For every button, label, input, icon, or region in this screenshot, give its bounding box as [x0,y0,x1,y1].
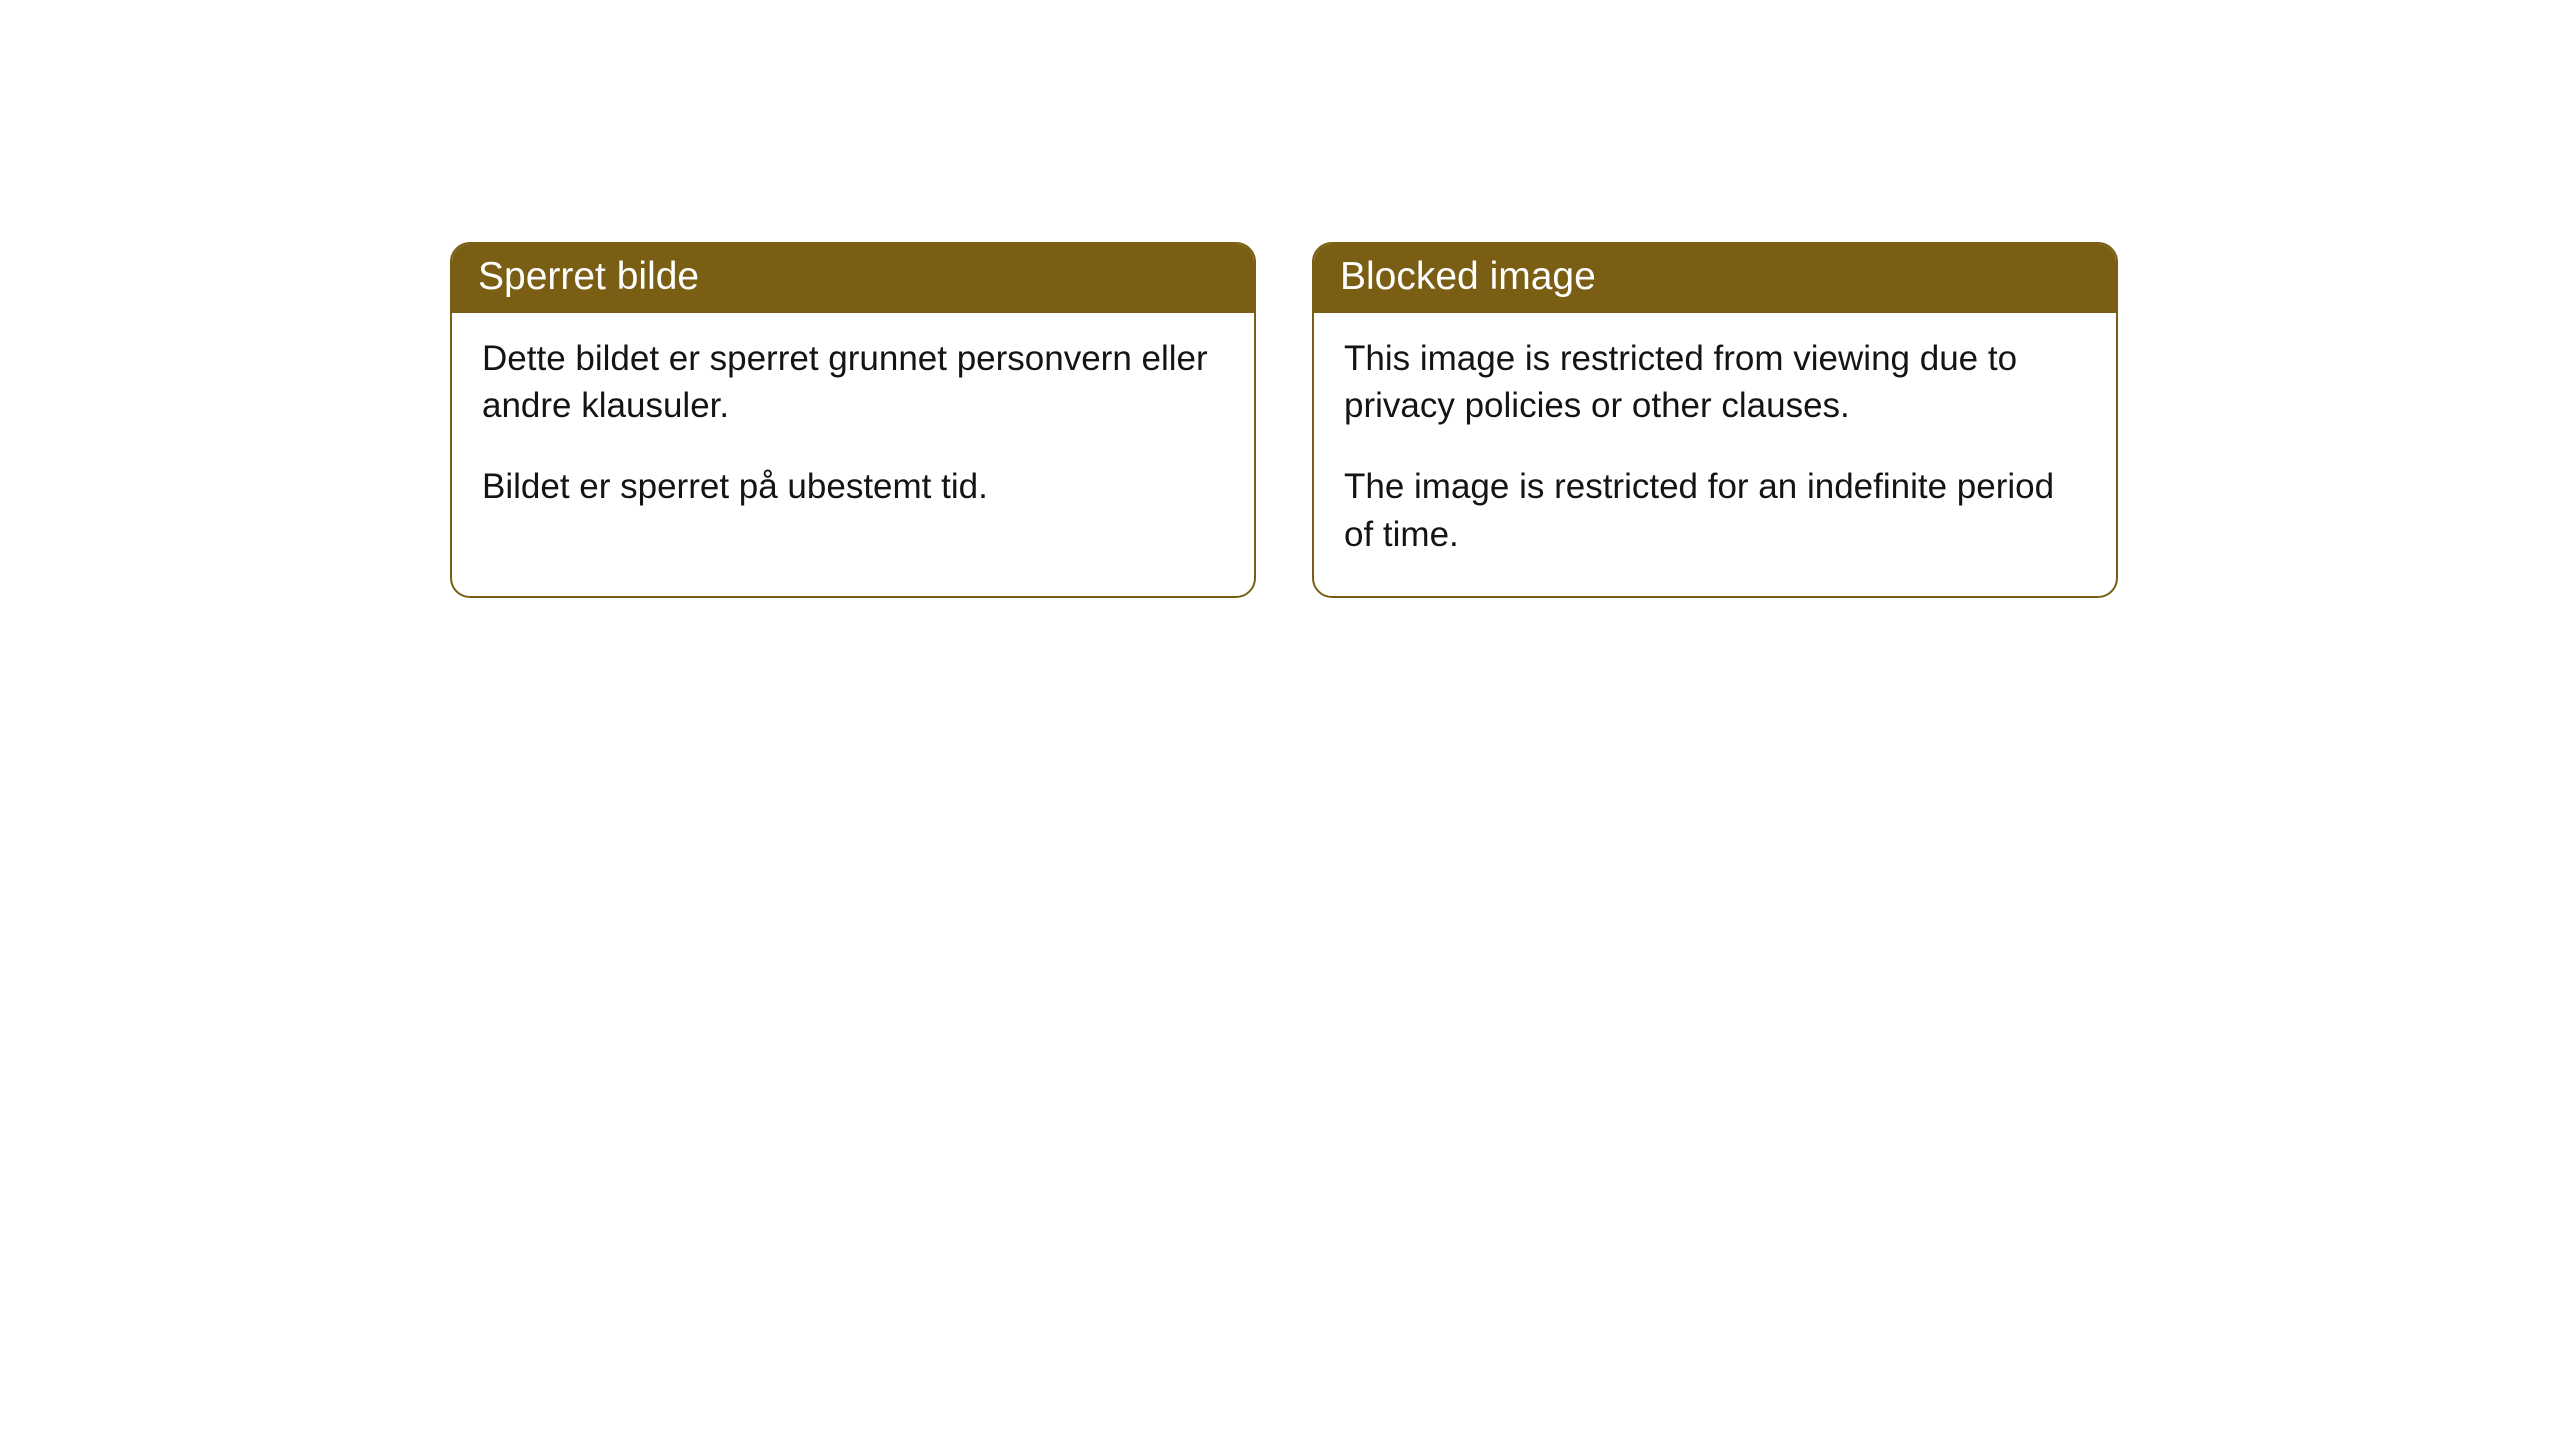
card-body-en: This image is restricted from viewing du… [1314,313,2116,596]
card-text-en-1: This image is restricted from viewing du… [1344,335,2086,430]
card-title-no: Sperret bilde [452,244,1254,313]
blocked-image-card-en: Blocked image This image is restricted f… [1312,242,2118,598]
card-title-en: Blocked image [1314,244,2116,313]
blocked-image-card-no: Sperret bilde Dette bildet er sperret gr… [450,242,1256,598]
card-text-no-2: Bildet er sperret på ubestemt tid. [482,463,1224,510]
card-body-no: Dette bildet er sperret grunnet personve… [452,313,1254,549]
notice-container: Sperret bilde Dette bildet er sperret gr… [0,0,2560,598]
card-text-no-1: Dette bildet er sperret grunnet personve… [482,335,1224,430]
card-text-en-2: The image is restricted for an indefinit… [1344,463,2086,558]
